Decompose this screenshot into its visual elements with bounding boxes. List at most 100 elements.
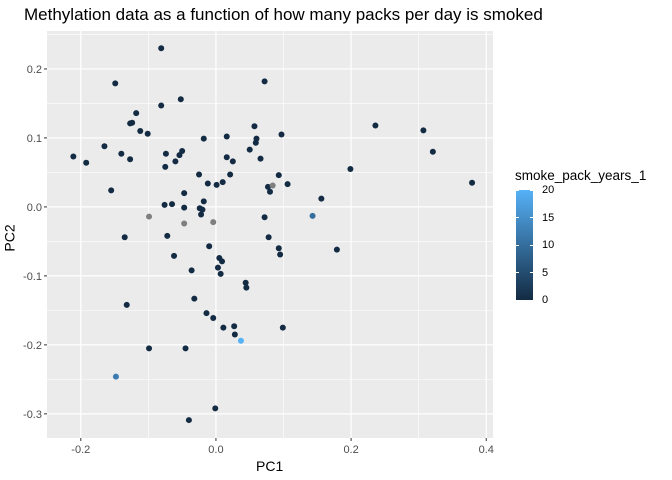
data-point <box>210 314 217 321</box>
data-point <box>101 143 108 150</box>
data-point <box>217 270 224 277</box>
x-tick-label: -0.2 <box>71 444 90 456</box>
data-point <box>199 206 206 213</box>
colorbar-tick-mark <box>516 272 519 273</box>
data-point <box>206 243 213 250</box>
data-point <box>164 232 171 239</box>
data-point <box>129 119 136 126</box>
data-point <box>420 127 427 134</box>
data-point <box>196 171 203 178</box>
data-point <box>214 264 221 271</box>
data-point <box>158 45 165 52</box>
data-point <box>200 135 207 142</box>
data-point <box>185 417 192 424</box>
data-point <box>182 345 189 352</box>
data-point <box>269 182 276 189</box>
data-point <box>146 345 153 352</box>
colorbar-tick-mark <box>530 244 533 246</box>
data-point <box>181 220 188 227</box>
data-point <box>261 78 268 85</box>
data-point <box>279 324 286 331</box>
data-point <box>213 181 220 188</box>
data-point <box>198 211 205 218</box>
y-tick-label: -0.3 <box>23 409 42 421</box>
data-point <box>229 158 236 165</box>
data-point <box>188 267 195 274</box>
data-point <box>429 148 436 155</box>
data-point <box>278 131 285 138</box>
data-point <box>108 187 115 194</box>
colorbar-tick-label: 15 <box>542 211 555 224</box>
data-point <box>253 135 260 142</box>
data-point <box>333 246 340 253</box>
data-point <box>309 212 316 219</box>
colorbar-tick-label: 20 <box>542 184 555 196</box>
data-point <box>372 122 379 129</box>
colorbar-tick-mark <box>516 299 519 301</box>
y-axis-ticks: -0.3 -0.2 -0.1 0.0 0.1 0.2 <box>23 64 47 421</box>
data-point <box>171 252 178 259</box>
data-point <box>251 123 258 130</box>
data-point <box>275 245 282 252</box>
data-point <box>469 179 476 186</box>
y-tick-label: 0.0 <box>27 202 42 214</box>
data-point <box>284 181 291 188</box>
y-tick-label: -0.2 <box>23 340 42 352</box>
data-point <box>219 258 226 265</box>
data-point <box>158 102 165 109</box>
data-point <box>112 373 119 380</box>
colorbar-tick-mark <box>516 244 519 246</box>
data-point <box>204 180 211 187</box>
data-point <box>237 337 244 344</box>
data-point <box>181 204 188 211</box>
data-point <box>231 323 238 330</box>
data-point <box>169 201 176 208</box>
data-point <box>227 171 234 178</box>
data-point <box>123 301 130 308</box>
data-point <box>162 163 169 170</box>
data-point <box>246 146 253 153</box>
colorbar-tick-label: 0 <box>542 294 549 306</box>
colorbar-tick-mark <box>530 272 533 273</box>
data-point <box>347 165 354 172</box>
data-point <box>83 159 90 166</box>
x-tick-label: 0.0 <box>208 444 223 456</box>
data-point <box>220 324 227 331</box>
data-point <box>162 150 169 157</box>
y-tick-label: -0.1 <box>23 271 42 283</box>
data-point <box>265 234 272 241</box>
data-point <box>210 219 217 226</box>
data-point <box>223 133 230 140</box>
data-point <box>243 284 250 291</box>
data-point <box>203 310 210 317</box>
colorbar-tick-mark <box>530 299 533 301</box>
major-gridlines <box>47 31 493 438</box>
data-point <box>277 251 284 258</box>
data-point <box>161 201 168 208</box>
colorbar-title: smoke_pack_years_1 <box>515 168 647 183</box>
x-axis-ticks: -0.2 0.0 0.2 0.4 <box>71 438 494 456</box>
data-point <box>172 158 179 165</box>
data-point <box>144 130 151 137</box>
x-tick-label: 0.4 <box>479 444 494 456</box>
data-point <box>70 153 77 160</box>
minor-gridlines <box>47 31 493 438</box>
y-tick-label: 0.1 <box>27 133 42 145</box>
data-point <box>179 148 186 155</box>
data-point <box>121 234 128 241</box>
chart-title: Methylation data as a function of how ma… <box>24 5 543 24</box>
data-point <box>191 295 198 302</box>
data-point <box>264 183 271 190</box>
x-axis-label: PC1 <box>256 458 284 474</box>
data-point <box>219 179 226 186</box>
colorbar-gradient <box>516 190 533 300</box>
data-point <box>127 156 134 163</box>
colorbar-tick-mark <box>530 217 533 218</box>
data-point <box>118 150 125 157</box>
data-point <box>318 195 325 202</box>
data-point <box>181 190 188 197</box>
data-point <box>242 279 249 286</box>
y-axis-label: PC2 <box>1 224 18 252</box>
data-point <box>275 172 282 179</box>
